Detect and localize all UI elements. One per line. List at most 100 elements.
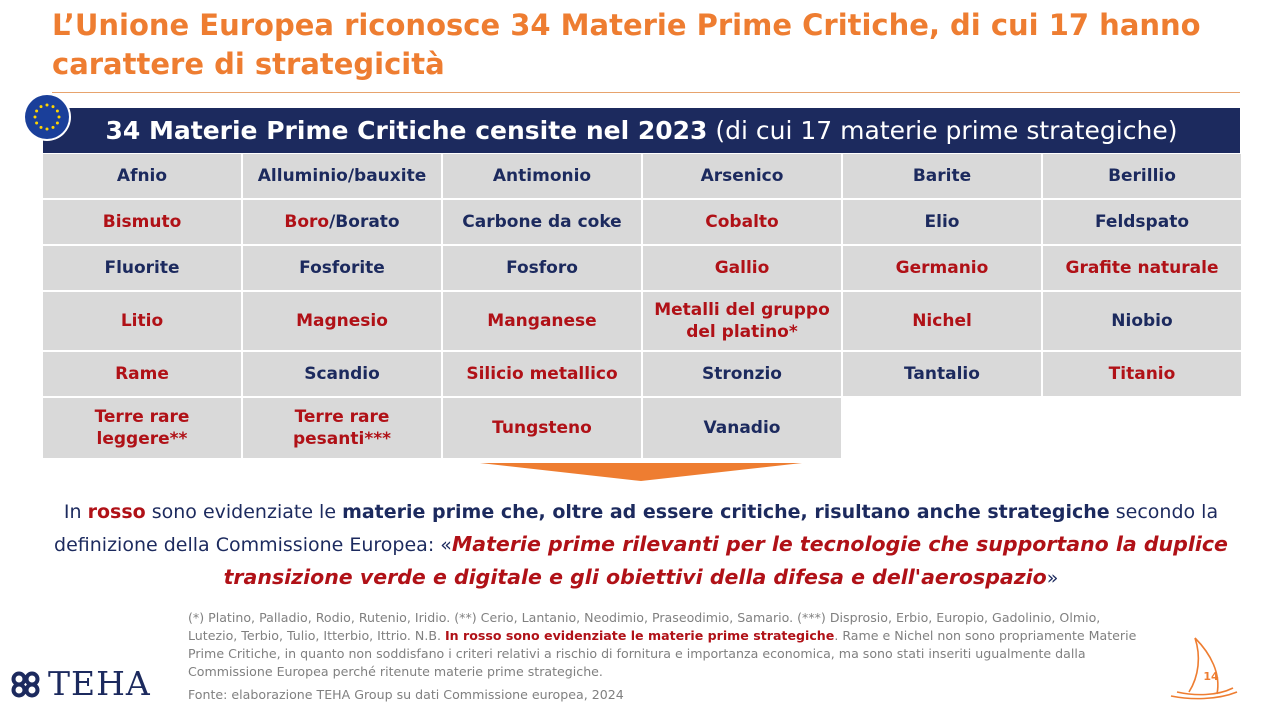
material-name: Cobalto	[705, 212, 779, 232]
teha-logo-text: TEHA	[48, 664, 151, 703]
material-cell: Tantalio	[843, 352, 1041, 396]
material-name: Fluorite	[104, 258, 180, 278]
material-cell: Litio	[43, 292, 241, 350]
material-cell: Feldspato	[1043, 200, 1241, 244]
material-name: Vanadio	[703, 418, 781, 438]
material-name: Stronzio	[702, 364, 782, 384]
material-name-line: Terre rare	[294, 407, 390, 427]
material-name: Feldspato	[1094, 212, 1189, 232]
material-name-line: Metalli del gruppo	[654, 300, 830, 320]
material-name: Tungsteno	[492, 418, 592, 438]
material-cell: Gallio	[643, 246, 841, 290]
material-name: Nichel	[912, 311, 972, 331]
material-cell: Fluorite	[43, 246, 241, 290]
material-cell: Fosforo	[443, 246, 641, 290]
legend-part: »	[1046, 567, 1059, 589]
source-note: Fonte: elaborazione TEHA Group su dati C…	[188, 687, 624, 702]
material-cell: Niobio	[1043, 292, 1241, 350]
material-cell: Boro/Borato	[243, 200, 441, 244]
material-name: Afnio	[116, 166, 168, 186]
eu-flag-icon	[25, 95, 69, 139]
down-arrow-icon	[480, 463, 802, 481]
material-cell: Terre rare leggere**	[43, 398, 241, 458]
material-cell: Metalli del gruppo del platino*	[643, 292, 841, 350]
material-cell: Antimonio	[443, 154, 641, 198]
slide-title-line2: carattere di strategicità	[52, 47, 445, 81]
material-cell: Carbone da coke	[443, 200, 641, 244]
material-name: Terre rare leggere**	[95, 406, 190, 450]
teha-logo: TEHA	[8, 666, 151, 702]
legend-part: secondo la definizione della Commissione…	[54, 501, 1219, 556]
material-name: Litio	[120, 311, 164, 331]
material-name: Manganese	[487, 311, 597, 331]
material-cell: Titanio	[1043, 352, 1241, 396]
material-cell: Bismuto	[43, 200, 241, 244]
material-name: /Borato	[329, 212, 400, 232]
material-cell: Alluminio/bauxite	[243, 154, 441, 198]
material-cell: Rame	[43, 352, 241, 396]
material-name: Carbone da coke	[462, 212, 622, 232]
material-name: Tantalio	[904, 364, 980, 384]
material-cell: Barite	[843, 154, 1041, 198]
banner-bold-text: 34 Materie Prime Critiche censite nel 20…	[105, 116, 708, 145]
teha-logo-mark-icon	[11, 671, 40, 698]
material-cell: Scandio	[243, 352, 441, 396]
sail-logo-icon	[1170, 637, 1238, 700]
material-cell: Stronzio	[643, 352, 841, 396]
material-cell: Fosforite	[243, 246, 441, 290]
material-name: Arsenico	[700, 166, 784, 186]
material-name: Elio	[924, 212, 960, 232]
material-name-line: del platino*	[686, 322, 798, 342]
material-cell: Cobalto	[643, 200, 841, 244]
material-name-line: pesanti***	[292, 429, 391, 449]
table-header-banner: 34 Materie Prime Critiche censite nel 20…	[43, 108, 1240, 153]
material-name: Alluminio/bauxite	[257, 166, 427, 186]
legend-text: In rosso sono evidenziate le materie pri…	[50, 496, 1232, 594]
material-name: Bismuto	[102, 212, 182, 232]
material-cell: Berillio	[1043, 154, 1241, 198]
material-name: Niobio	[1111, 311, 1173, 331]
page-number: 14	[1203, 670, 1219, 683]
material-name: Antimonio	[492, 166, 592, 186]
material-cell: Vanadio	[643, 398, 841, 458]
material-name: Metalli del gruppo del platino*	[654, 299, 830, 343]
material-cell: Terre rare pesanti***	[243, 398, 441, 458]
footnote-text: . Rame e Nichel non sono propriamente Ma…	[188, 628, 1137, 679]
material-cell: Nichel	[843, 292, 1041, 350]
material-name-line: leggere**	[96, 429, 188, 449]
material-cell: Magnesio	[243, 292, 441, 350]
material-name: Terre rare pesanti***	[293, 406, 391, 450]
legend-red-word: rosso	[87, 501, 146, 523]
slide-title-line1: L’Unione Europea riconosce 34 Materie Pr…	[52, 8, 1201, 42]
slide-title: L’Unione Europea riconosce 34 Materie Pr…	[52, 6, 1242, 84]
material-cell: Arsenico	[643, 154, 841, 198]
material-name: Barite	[912, 166, 972, 186]
legend-quote: Materie prime rilevanti per le tecnologi…	[223, 532, 1228, 589]
material-cell: Afnio	[43, 154, 241, 198]
material-name: Silicio metallico	[466, 364, 618, 384]
material-cell: Manganese	[443, 292, 641, 350]
materials-grid: Afnio Alluminio/bauxite Antimonio Arseni…	[43, 154, 1241, 458]
material-name: Boro	[284, 212, 330, 232]
material-cell: Germanio	[843, 246, 1041, 290]
material-name: Grafite naturale	[1065, 258, 1219, 278]
material-name: Fosforo	[506, 258, 578, 278]
legend-bold-part: materie prime che, oltre ad essere criti…	[342, 501, 1110, 523]
footnotes: (*) Platino, Palladio, Rodio, Rutenio, I…	[188, 609, 1148, 681]
material-cell: Silicio metallico	[443, 352, 641, 396]
legend-part: In	[63, 501, 88, 523]
material-name: Berillio	[1108, 166, 1176, 186]
banner-normal-text: (di cui 17 materie prime strategiche)	[707, 116, 1178, 145]
material-cell: Grafite naturale	[1043, 246, 1241, 290]
title-divider	[52, 92, 1240, 93]
material-name: Titanio	[1108, 364, 1176, 384]
material-name: Gallio	[714, 258, 770, 278]
material-name: Magnesio	[296, 311, 388, 331]
material-name: Rame	[115, 364, 169, 384]
footnote-red-text: In rosso sono evidenziate le materie pri…	[444, 628, 835, 643]
material-name-line: Terre rare	[94, 407, 190, 427]
legend-part: sono evidenziate le	[145, 501, 343, 523]
material-name: Germanio	[895, 258, 989, 278]
footnote-text: (*) Platino, Palladio, Rodio, Rutenio, I…	[188, 610, 1101, 643]
material-name: Scandio	[304, 364, 380, 384]
